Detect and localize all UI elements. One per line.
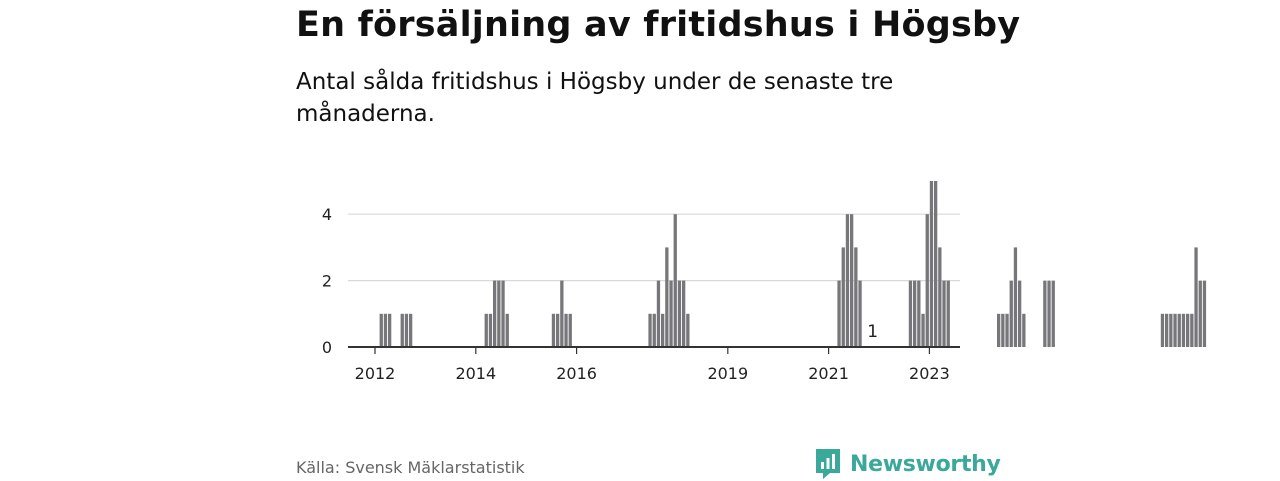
bar — [556, 313, 560, 347]
x-tick-label: 2012 — [355, 364, 396, 383]
newsworthy-logo-icon — [816, 449, 840, 479]
bar — [921, 313, 925, 347]
chart-title: En försäljning av fritidshus i Högsby — [296, 5, 1021, 45]
bar — [673, 214, 677, 347]
bar — [497, 280, 501, 347]
bar — [400, 313, 404, 347]
bar — [1013, 247, 1018, 347]
y-tick-label: 4 — [322, 205, 332, 224]
brand-name: Newsworthy — [850, 451, 1001, 477]
bar — [669, 280, 673, 347]
bar — [837, 280, 841, 347]
bar — [925, 214, 929, 347]
bar — [665, 247, 669, 347]
bar — [652, 313, 656, 347]
x-tick-label: 2014 — [455, 364, 496, 383]
bar — [854, 247, 858, 347]
bar — [1177, 313, 1181, 347]
bar — [551, 313, 556, 347]
bar — [404, 313, 409, 347]
bar — [1181, 313, 1186, 347]
y-tick-label: 2 — [322, 272, 332, 291]
bar — [501, 280, 505, 347]
bar — [505, 313, 509, 347]
bar — [383, 313, 388, 347]
bar — [1190, 313, 1194, 347]
x-tick-label: 2021 — [808, 364, 849, 383]
bar — [488, 313, 493, 347]
bar — [938, 247, 942, 347]
bar — [908, 280, 913, 347]
bar — [1009, 280, 1013, 347]
bar — [648, 313, 652, 347]
bar — [388, 313, 392, 347]
bar — [946, 280, 950, 347]
bar — [656, 280, 661, 347]
bar — [858, 280, 862, 347]
bar — [568, 313, 572, 347]
bar — [1047, 280, 1051, 347]
bar — [845, 214, 850, 347]
source-note: Källa: Svensk Mäklarstatistik — [296, 458, 525, 477]
bar — [934, 181, 938, 347]
bar — [379, 313, 383, 347]
bar — [1169, 313, 1173, 347]
bar — [1043, 280, 1047, 347]
bar — [1194, 247, 1198, 347]
bar — [661, 313, 665, 347]
bar — [997, 313, 1001, 347]
bar — [686, 313, 690, 347]
bar — [929, 181, 934, 347]
data-label: 1 — [867, 322, 878, 342]
x-tick-label: 2023 — [909, 364, 950, 383]
x-tick-label: 2016 — [556, 364, 597, 383]
bar — [409, 313, 413, 347]
y-tick-label: 0 — [322, 338, 332, 357]
bar — [913, 280, 917, 347]
bar — [1001, 313, 1005, 347]
bar — [1005, 313, 1009, 347]
bar — [1022, 313, 1026, 347]
bar — [1165, 313, 1169, 347]
bar — [942, 280, 946, 347]
bar — [850, 214, 854, 347]
bar — [484, 313, 488, 347]
bar — [1160, 313, 1165, 347]
bar — [1018, 280, 1022, 347]
bar — [677, 280, 682, 347]
bar — [1202, 280, 1207, 347]
bar — [1051, 280, 1055, 347]
bar — [917, 280, 921, 347]
bar — [1186, 313, 1190, 347]
bar — [682, 280, 686, 347]
bar — [560, 280, 564, 347]
bar — [1173, 313, 1177, 347]
chart-subtitle: Antal sålda fritidshus i Högsby under de… — [296, 69, 894, 127]
bar — [493, 280, 497, 347]
x-tick-label: 2019 — [707, 364, 748, 383]
bar — [564, 313, 568, 347]
newsworthy-brand[interactable]: Newsworthy — [814, 447, 1001, 481]
bar — [841, 247, 845, 347]
bar — [1198, 280, 1202, 347]
